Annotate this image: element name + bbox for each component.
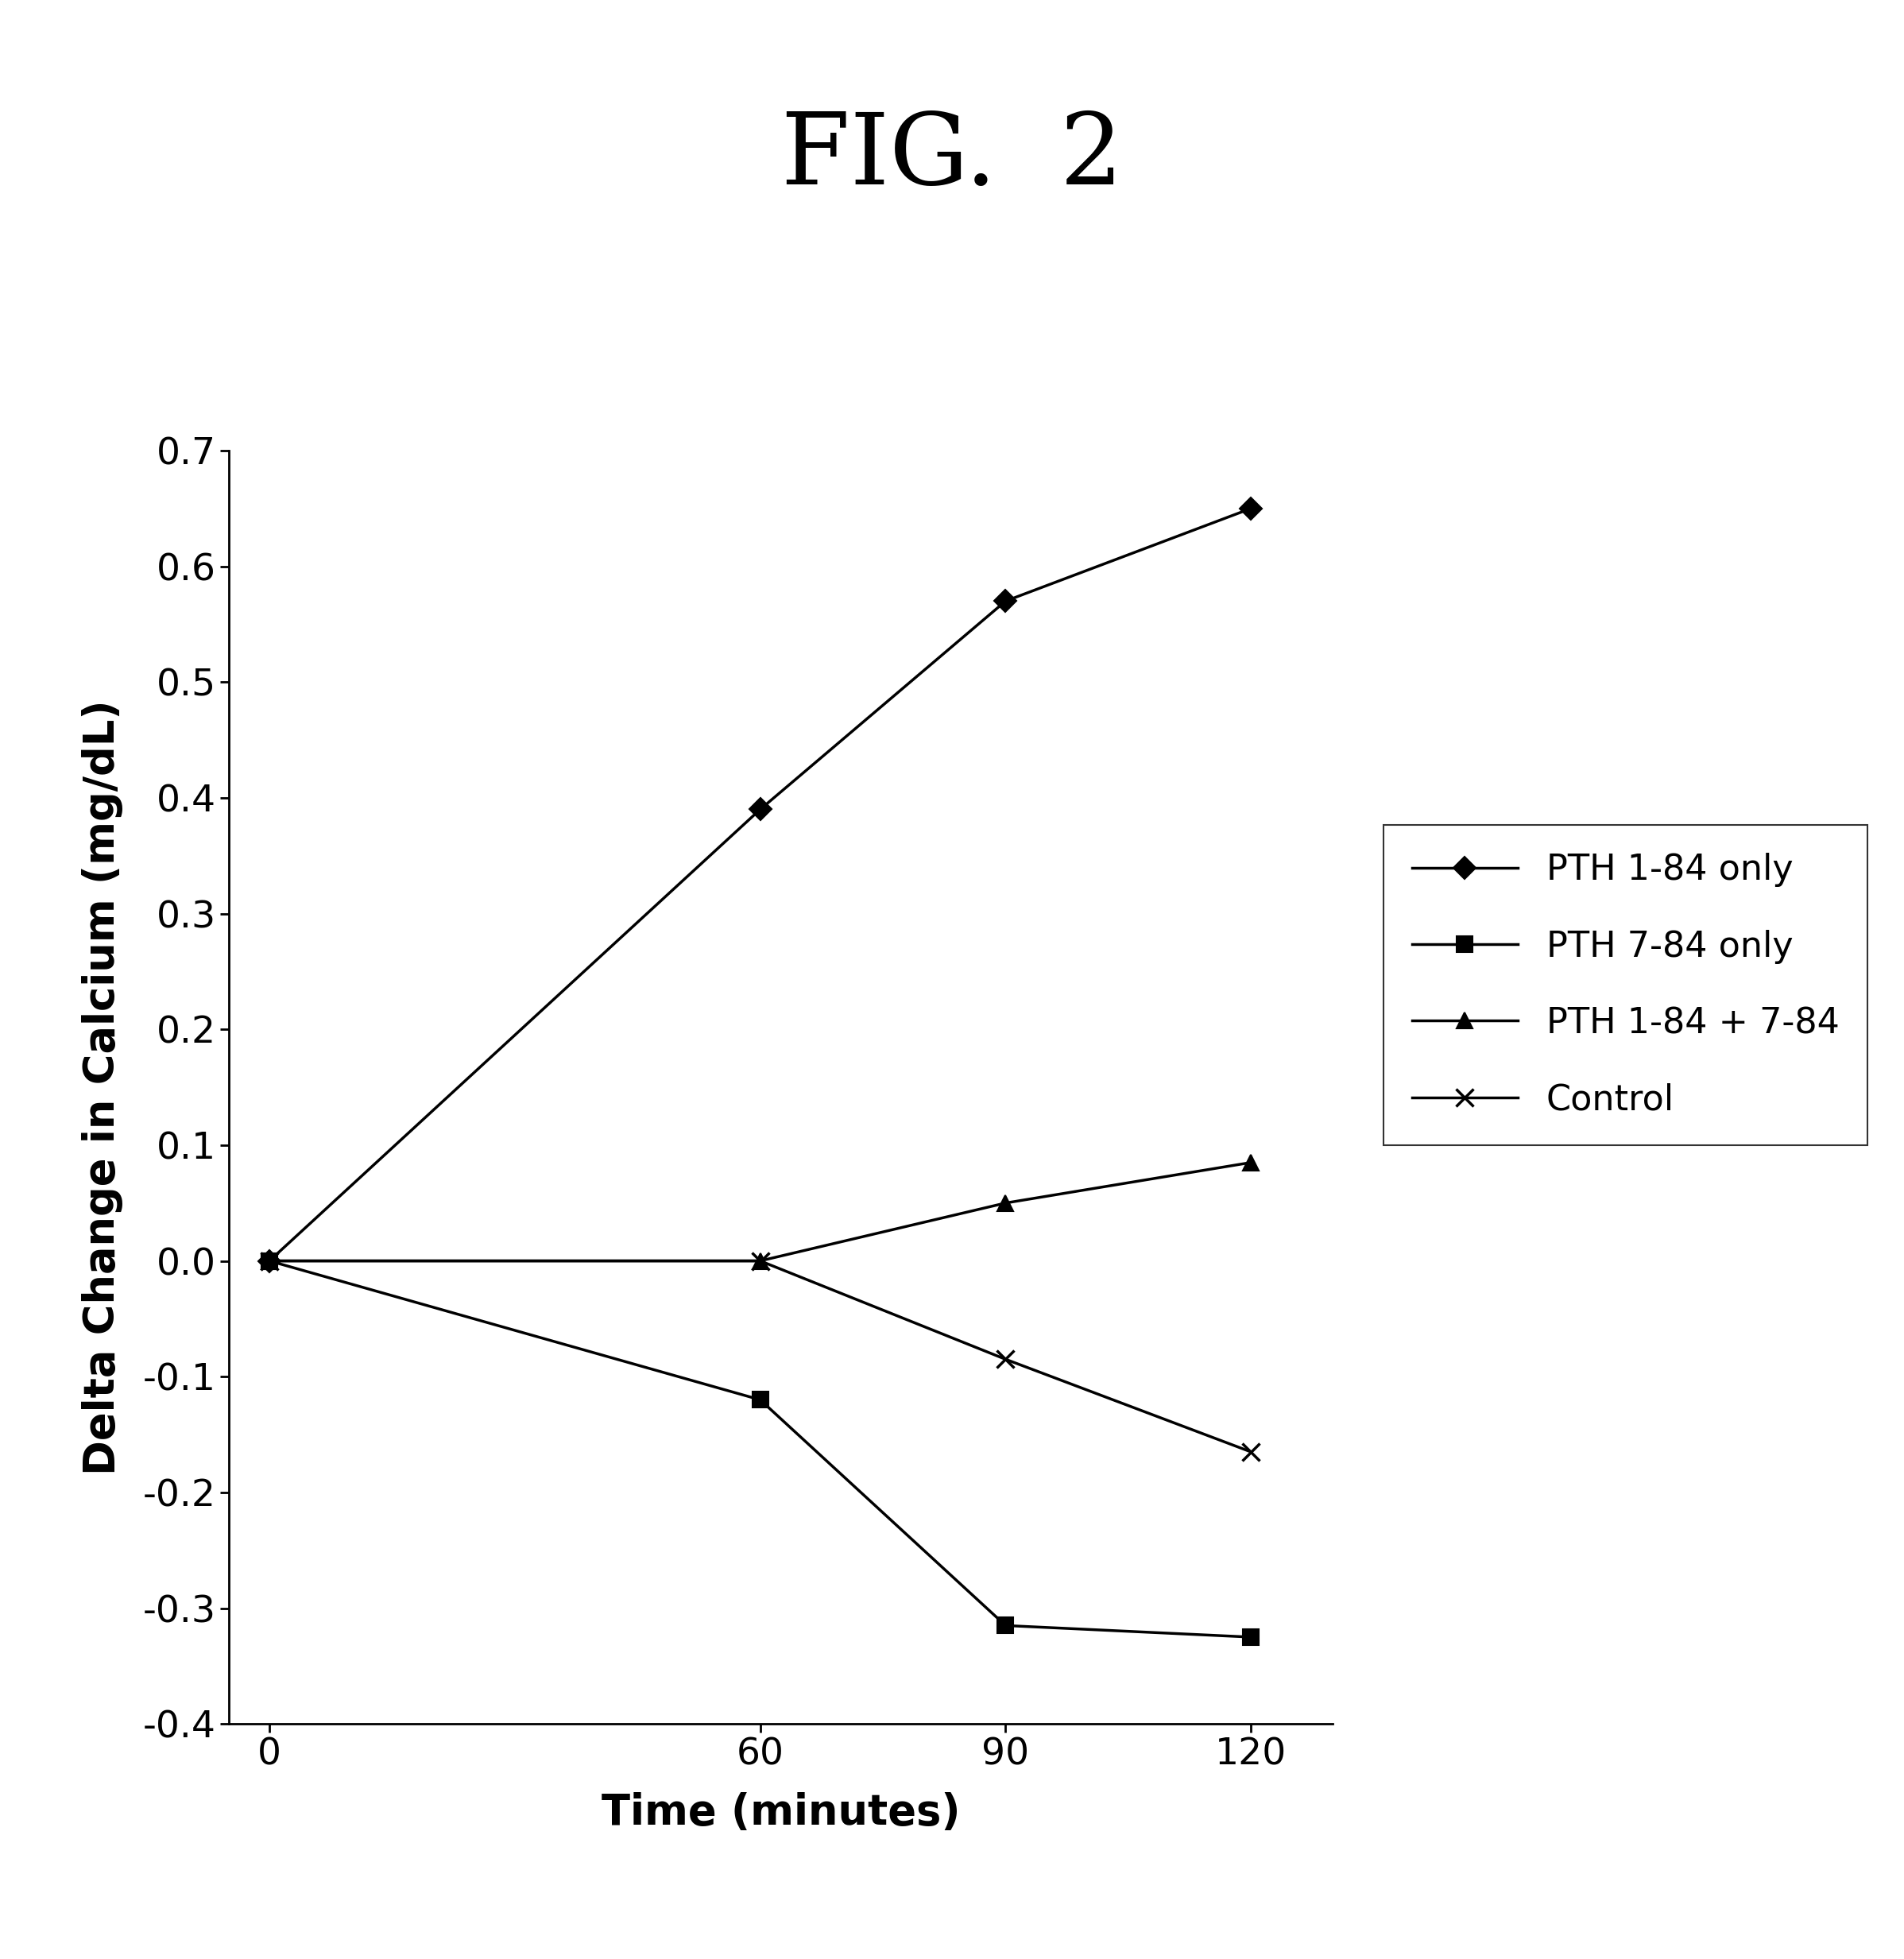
PTH 1-84 + 7-84 [748,1250,771,1273]
PTH 1-84 only [1240,498,1262,521]
Control [994,1348,1017,1371]
Line: PTH 1-84 only: PTH 1-84 only [261,502,1259,1269]
Line: PTH 7-84 only: PTH 7-84 only [261,1254,1259,1646]
PTH 7-84 only [257,1250,280,1273]
X-axis label: Time (minutes): Time (minutes) [602,1792,960,1834]
Control [1240,1440,1262,1463]
PTH 7-84 only [748,1389,771,1412]
PTH 1-84 + 7-84 [994,1191,1017,1215]
PTH 1-84 only [994,590,1017,613]
Y-axis label: Delta Change in Calcium (mg/dL): Delta Change in Calcium (mg/dL) [82,699,124,1475]
Line: PTH 1-84 + 7-84: PTH 1-84 + 7-84 [261,1154,1259,1269]
PTH 1-84 + 7-84 [1240,1150,1262,1173]
Control [748,1250,771,1273]
PTH 1-84 + 7-84 [257,1250,280,1273]
PTH 7-84 only [1240,1626,1262,1649]
Line: Control: Control [261,1252,1260,1461]
PTH 1-84 only [748,797,771,821]
Text: FIG.  2: FIG. 2 [781,108,1123,206]
Control [257,1250,280,1273]
PTH 1-84 only [257,1250,280,1273]
Legend: PTH 1-84 only, PTH 7-84 only, PTH 1-84 + 7-84, Control: PTH 1-84 only, PTH 7-84 only, PTH 1-84 +… [1384,825,1868,1146]
PTH 7-84 only [994,1614,1017,1638]
